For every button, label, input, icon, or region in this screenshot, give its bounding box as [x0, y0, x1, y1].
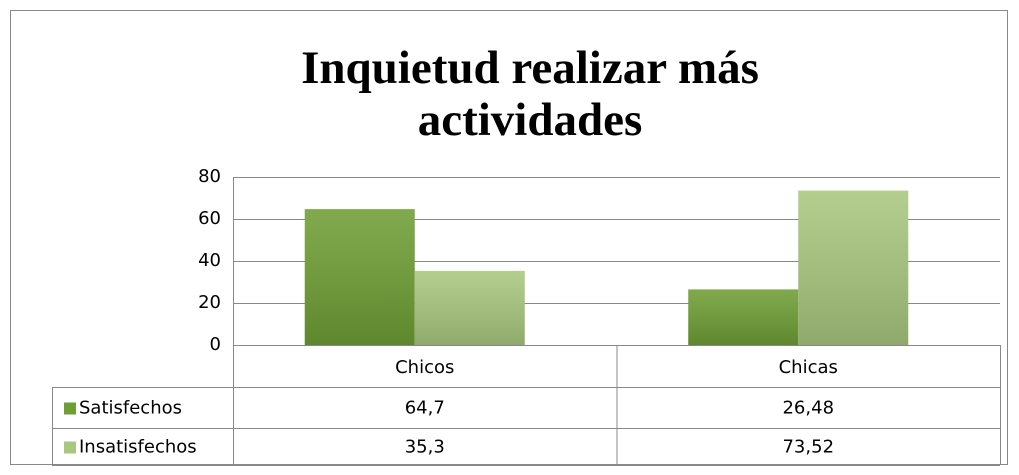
bar-shade	[414, 270, 525, 345]
y-tick-label: 60	[198, 208, 221, 229]
x-tick-label: Chicos	[395, 357, 454, 378]
legend-swatch	[64, 402, 76, 415]
y-tick-label: 40	[198, 250, 221, 271]
data-label: 73,52	[782, 437, 834, 458]
data-label: 35,3	[405, 437, 445, 458]
legend-swatch	[64, 441, 76, 454]
bar-shade	[688, 289, 799, 345]
data-label: 26,48	[782, 398, 834, 419]
y-tick-label: 20	[198, 292, 221, 313]
legend-label: Satisfechos	[79, 398, 182, 419]
bar-shade	[304, 209, 415, 345]
chart-title: Inquietud realizar más actividades	[301, 42, 759, 146]
y-tick-label: 80	[198, 166, 221, 187]
chart-border	[10, 10, 1008, 465]
legend-label: Insatisfechos	[79, 437, 197, 458]
bar-shade	[798, 190, 909, 345]
data-label: 64,7	[405, 398, 445, 419]
x-tick-label: Chicas	[779, 357, 838, 378]
y-tick-label: 0	[210, 334, 221, 355]
